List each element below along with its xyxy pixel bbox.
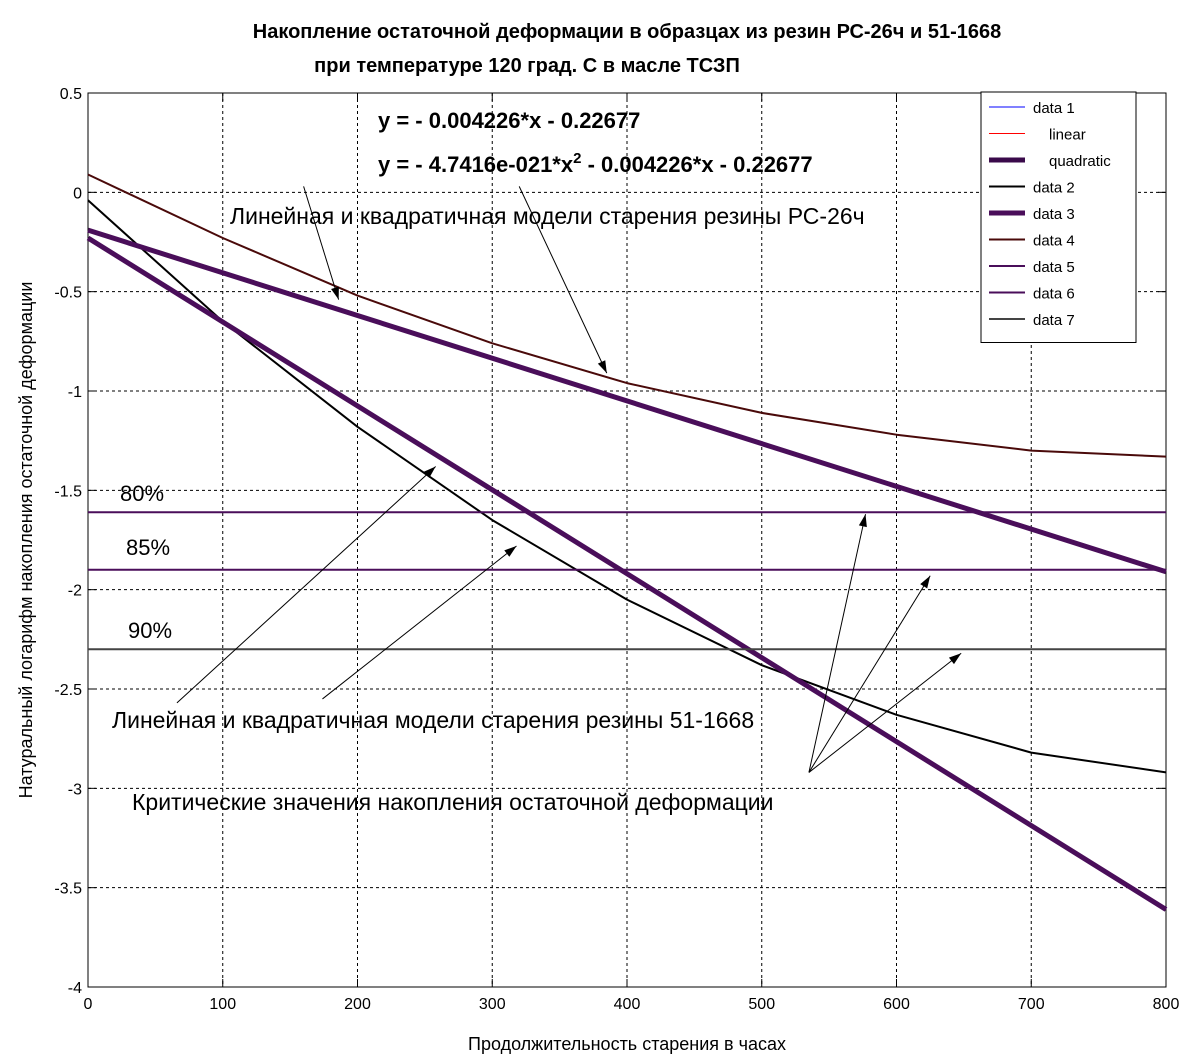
x-tick-label: 400 <box>614 996 641 1013</box>
legend-label: data 4 <box>1033 233 1075 250</box>
x-tick-label: 200 <box>344 996 371 1013</box>
legend-label: data 1 <box>1033 100 1075 117</box>
y-tick-label: 0 <box>73 185 82 202</box>
pct-85-label: 85% <box>126 535 170 560</box>
y-tick-label: -3 <box>68 781 82 798</box>
y-tick-label: 0.5 <box>60 86 82 103</box>
r51-model-label: Линейная и квадратичная модели старения … <box>112 707 754 733</box>
grid <box>88 93 1166 987</box>
y-tick-label: -0.5 <box>54 285 82 302</box>
legend-label: data 5 <box>1033 259 1075 276</box>
y-tick-label: -1 <box>68 384 82 401</box>
quadratic-equation-a: y = - 4.7416e-021*x <box>378 152 574 177</box>
annotation-arrow-line <box>303 186 340 300</box>
legend-label: data 6 <box>1033 286 1075 303</box>
y-tick-label: -2 <box>68 583 82 600</box>
legend: data 1 linear quadratic data 2 data 3 data 4 d… <box>980 91 1137 343</box>
annotation-arrowhead <box>920 575 931 589</box>
rs26-model-label: Линейная и квадратичная модели старения … <box>230 203 865 229</box>
legend-label: linear <box>1049 127 1086 144</box>
annotation-arrow-line <box>518 186 608 374</box>
y-tick-label: -3.5 <box>54 881 82 898</box>
annotation-arrow-line <box>322 545 517 700</box>
x-tick-label: 500 <box>748 996 775 1013</box>
chart-title-line2: при температуре 120 град. С в масле ТСЗП <box>314 55 740 77</box>
y-axis-label: Натуральный логарифм накопления остаточн… <box>16 282 36 799</box>
critical-values-label: Критические значения накопления остаточн… <box>132 789 773 815</box>
annotation-arrow-line <box>808 652 962 773</box>
annotation-arrowhead <box>331 286 339 300</box>
y-tick-label: -1.5 <box>54 483 82 500</box>
series-data-2 <box>87 199 1167 774</box>
x-tick-label: 100 <box>209 996 236 1013</box>
x-tick-label: 600 <box>883 996 910 1013</box>
x-tick-label: 0 <box>84 996 93 1013</box>
x-axis-label: Продолжительность старения в часах <box>468 1034 786 1054</box>
x-tick-label: 300 <box>479 996 506 1013</box>
legend-label: data 2 <box>1033 180 1075 197</box>
annotation-arrows <box>176 186 962 773</box>
legend-label: data 3 <box>1033 206 1075 223</box>
pct-80-label: 80% <box>120 481 164 506</box>
quadratic-equation-sup: 2 <box>573 150 581 167</box>
series-rs26-linear-fit <box>87 227 1167 575</box>
quadratic-equation-b: - 0.004226*x - 0.22677 <box>581 152 812 177</box>
annotation-arrow-line <box>176 466 436 704</box>
y-tick-label: -2.5 <box>54 682 82 699</box>
legend-label: data 7 <box>1033 312 1075 329</box>
x-tick-label: 700 <box>1018 996 1045 1013</box>
annotation-arrowhead <box>423 466 436 478</box>
pct-90-label: 90% <box>128 618 172 643</box>
ticks: 0 100 200 300 400 500 600 700 800 0.5 0 -0.5 -1 -1.5 -… <box>54 86 1179 1013</box>
series-data-3 <box>86 235 1168 912</box>
annotation-arrowhead <box>858 514 867 528</box>
annotation-arrow-line <box>808 575 931 773</box>
annotation-arrowhead <box>597 360 607 374</box>
annotation-arrowhead <box>504 545 517 557</box>
chart-title-line1: Накопление остаточной деформации в образ… <box>253 21 1001 43</box>
annotation-arrowhead <box>948 653 962 665</box>
annotation-arrow-line <box>808 514 866 773</box>
linear-equation: y = - 0.004226*x - 0.22677 <box>378 108 640 133</box>
series-lines <box>86 173 1168 912</box>
quadratic-equation: y = - 4.7416e-021*x2 - 0.004226*x - 0.22… <box>378 150 813 177</box>
y-tick-label: -4 <box>68 980 82 997</box>
x-tick-label: 800 <box>1153 996 1180 1013</box>
series-data-4 <box>87 173 1167 458</box>
legend-label: quadratic <box>1049 153 1111 170</box>
